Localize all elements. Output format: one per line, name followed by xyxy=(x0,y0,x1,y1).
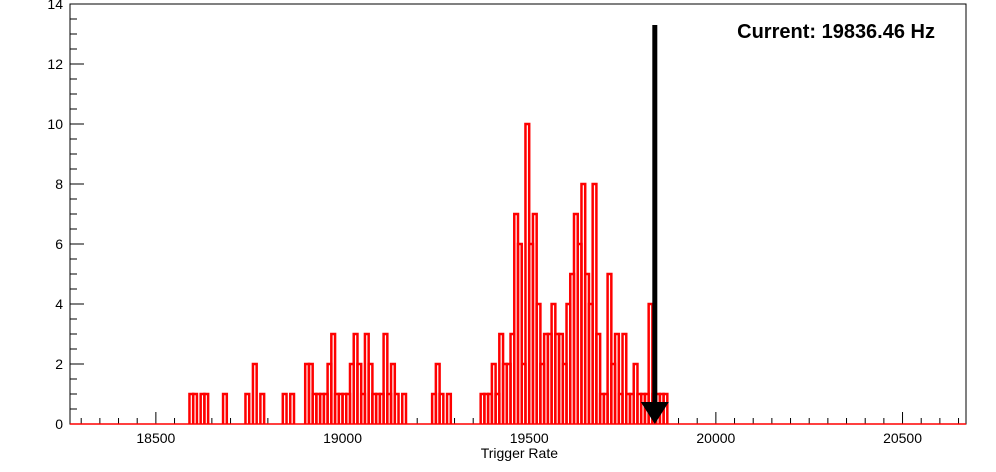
histogram-bin xyxy=(330,332,337,424)
histogram-bin xyxy=(621,332,628,424)
current-arrow-head xyxy=(640,402,669,424)
histogram-bin xyxy=(244,392,251,424)
histogram-bin xyxy=(438,392,445,424)
histogram-bin xyxy=(259,392,266,424)
x-tick-label: 20500 xyxy=(883,430,922,446)
histogram-bin xyxy=(613,332,621,424)
y-tick-label: 6 xyxy=(55,236,63,252)
x-tick-label: 20000 xyxy=(696,430,735,446)
histogram-bin xyxy=(445,392,453,424)
histogram-bin xyxy=(606,272,613,424)
histogram-bin xyxy=(221,392,229,424)
histogram-bin xyxy=(393,392,400,424)
histogram-bin xyxy=(203,392,210,424)
y-tick-label: 14 xyxy=(47,0,63,12)
y-tick-label: 12 xyxy=(47,56,63,72)
series-layer xyxy=(70,122,966,425)
histogram-bin xyxy=(401,392,408,424)
x-tick-label: 18500 xyxy=(136,430,175,446)
histogram-bin xyxy=(251,362,258,424)
x-axis-title: Trigger Rate xyxy=(481,445,559,461)
current-rate-label: Current: 19836.46 Hz xyxy=(737,21,935,43)
histogram-bin xyxy=(516,242,523,424)
y-tick-label: 0 xyxy=(55,416,63,432)
histogram-bin xyxy=(191,392,199,424)
histogram-bin xyxy=(591,182,598,424)
x-axis: 18500 19000 19500 20000 20500 xyxy=(80,412,960,446)
y-tick-label: 4 xyxy=(55,296,63,312)
y-axis: 0 2 4 6 8 10 12 14 xyxy=(47,0,84,432)
histogram-bin xyxy=(289,392,296,424)
y-tick-label: 8 xyxy=(55,176,63,192)
x-tick-label: 19000 xyxy=(323,430,362,446)
y-tick-label: 2 xyxy=(55,356,63,372)
y-tick-label: 10 xyxy=(47,116,63,132)
histogram-bin xyxy=(595,332,602,424)
histogram-bin xyxy=(281,392,288,424)
histogram-bin xyxy=(382,332,389,424)
x-tick-label: 19500 xyxy=(510,430,549,446)
annotation-layer: Current: 19836.46 Hz xyxy=(640,21,935,424)
